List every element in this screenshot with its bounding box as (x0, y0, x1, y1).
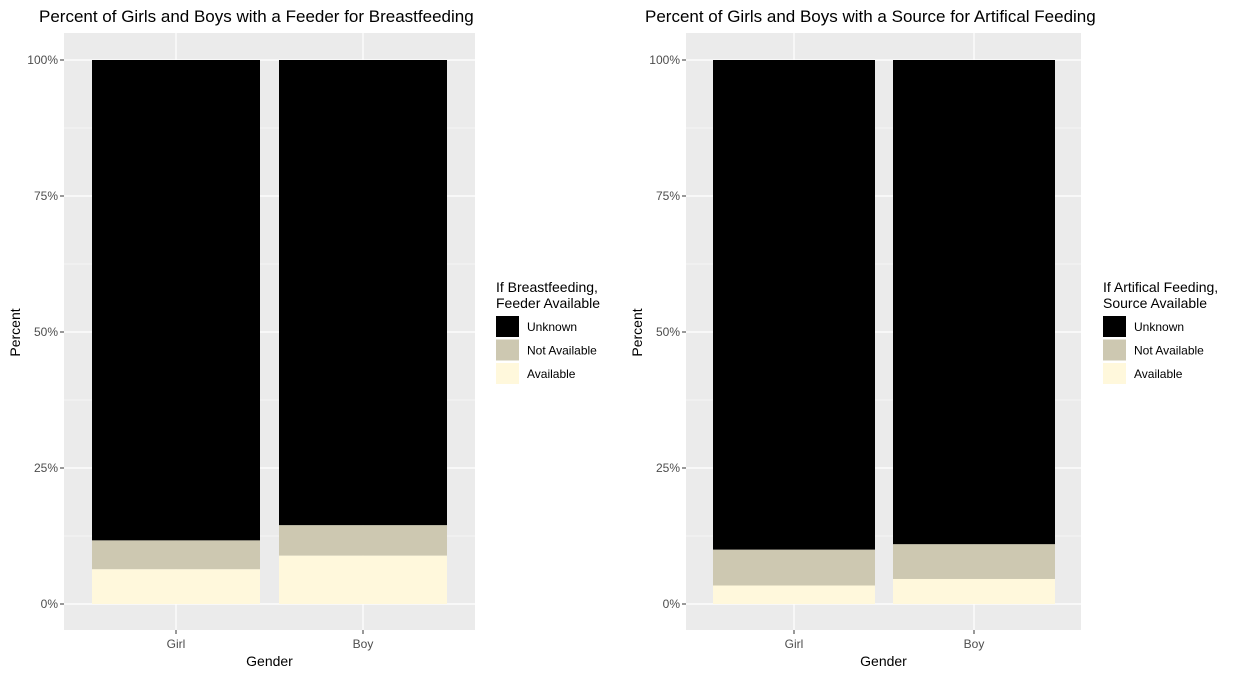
legend-key-swatch (1103, 339, 1126, 361)
chart-title: Percent of Girls and Boys with a Source … (645, 7, 1096, 26)
y-tick-label: 25% (34, 461, 58, 475)
legend-key-swatch (496, 316, 519, 337)
legend-key-swatch (496, 339, 519, 361)
y-axis-title: Percent (7, 308, 23, 356)
x-axis-title: Gender (860, 653, 907, 669)
chart-panel-breastfeeding: Percent of Girls and Boys with a Feeder … (7, 7, 600, 669)
bar-segment (713, 585, 875, 604)
bar-segment (92, 569, 260, 604)
bars (92, 60, 447, 604)
legend-key-swatch (496, 363, 519, 384)
legend: If Breastfeeding,Feeder Available Unknown… (496, 279, 600, 384)
legend-label: Not Available (527, 344, 597, 358)
bar-segment (279, 555, 447, 604)
legend-label: Unknown (1134, 320, 1184, 334)
x-tick-label: Girl (167, 637, 186, 651)
y-tick-label: 0% (41, 597, 59, 611)
legend-label: Unknown (527, 320, 577, 334)
legend-title: If Breastfeeding, (496, 279, 598, 295)
bar-segment (713, 549, 875, 586)
y-tick-label: 75% (34, 189, 58, 203)
bar-segment (893, 578, 1055, 604)
x-tick-label: Girl (785, 637, 804, 651)
y-tick-label: 100% (27, 53, 58, 67)
bar-segment (893, 544, 1055, 579)
x-tick-label: Boy (353, 637, 374, 651)
y-tick-label: 100% (649, 53, 680, 67)
x-axis-title: Gender (246, 653, 293, 669)
legend-title: Feeder Available (496, 295, 600, 311)
legend-label: Not Available (1134, 344, 1204, 358)
legend-key-swatch (1103, 363, 1126, 384)
y-tick-label: 50% (656, 325, 680, 339)
x-tick-label: Boy (964, 637, 985, 651)
y-tick-label: 25% (656, 461, 680, 475)
legend-key-swatch (1103, 316, 1126, 337)
y-tick-label: 50% (34, 325, 58, 339)
bar-segment (893, 60, 1055, 545)
y-tick-label: 75% (656, 189, 680, 203)
bar-segment (279, 60, 447, 526)
legend-label: Available (527, 367, 576, 381)
bar-segment (279, 525, 447, 556)
legend: If Artifical Feeding,Source Available Unk… (1103, 279, 1218, 384)
bar-segment (92, 60, 260, 541)
y-tick-label: 0% (663, 597, 681, 611)
legend-title: If Artifical Feeding, (1103, 279, 1218, 295)
chart-title: Percent of Girls and Boys with a Feeder … (39, 7, 474, 26)
bar-segment (92, 540, 260, 570)
bars (713, 60, 1055, 604)
bar-segment (713, 60, 875, 550)
legend-label: Available (1134, 367, 1183, 381)
y-axis-title: Percent (629, 308, 645, 356)
legend-title: Source Available (1103, 295, 1207, 311)
chart-panel-artificial-feeding: Percent of Girls and Boys with a Source … (629, 7, 1218, 669)
